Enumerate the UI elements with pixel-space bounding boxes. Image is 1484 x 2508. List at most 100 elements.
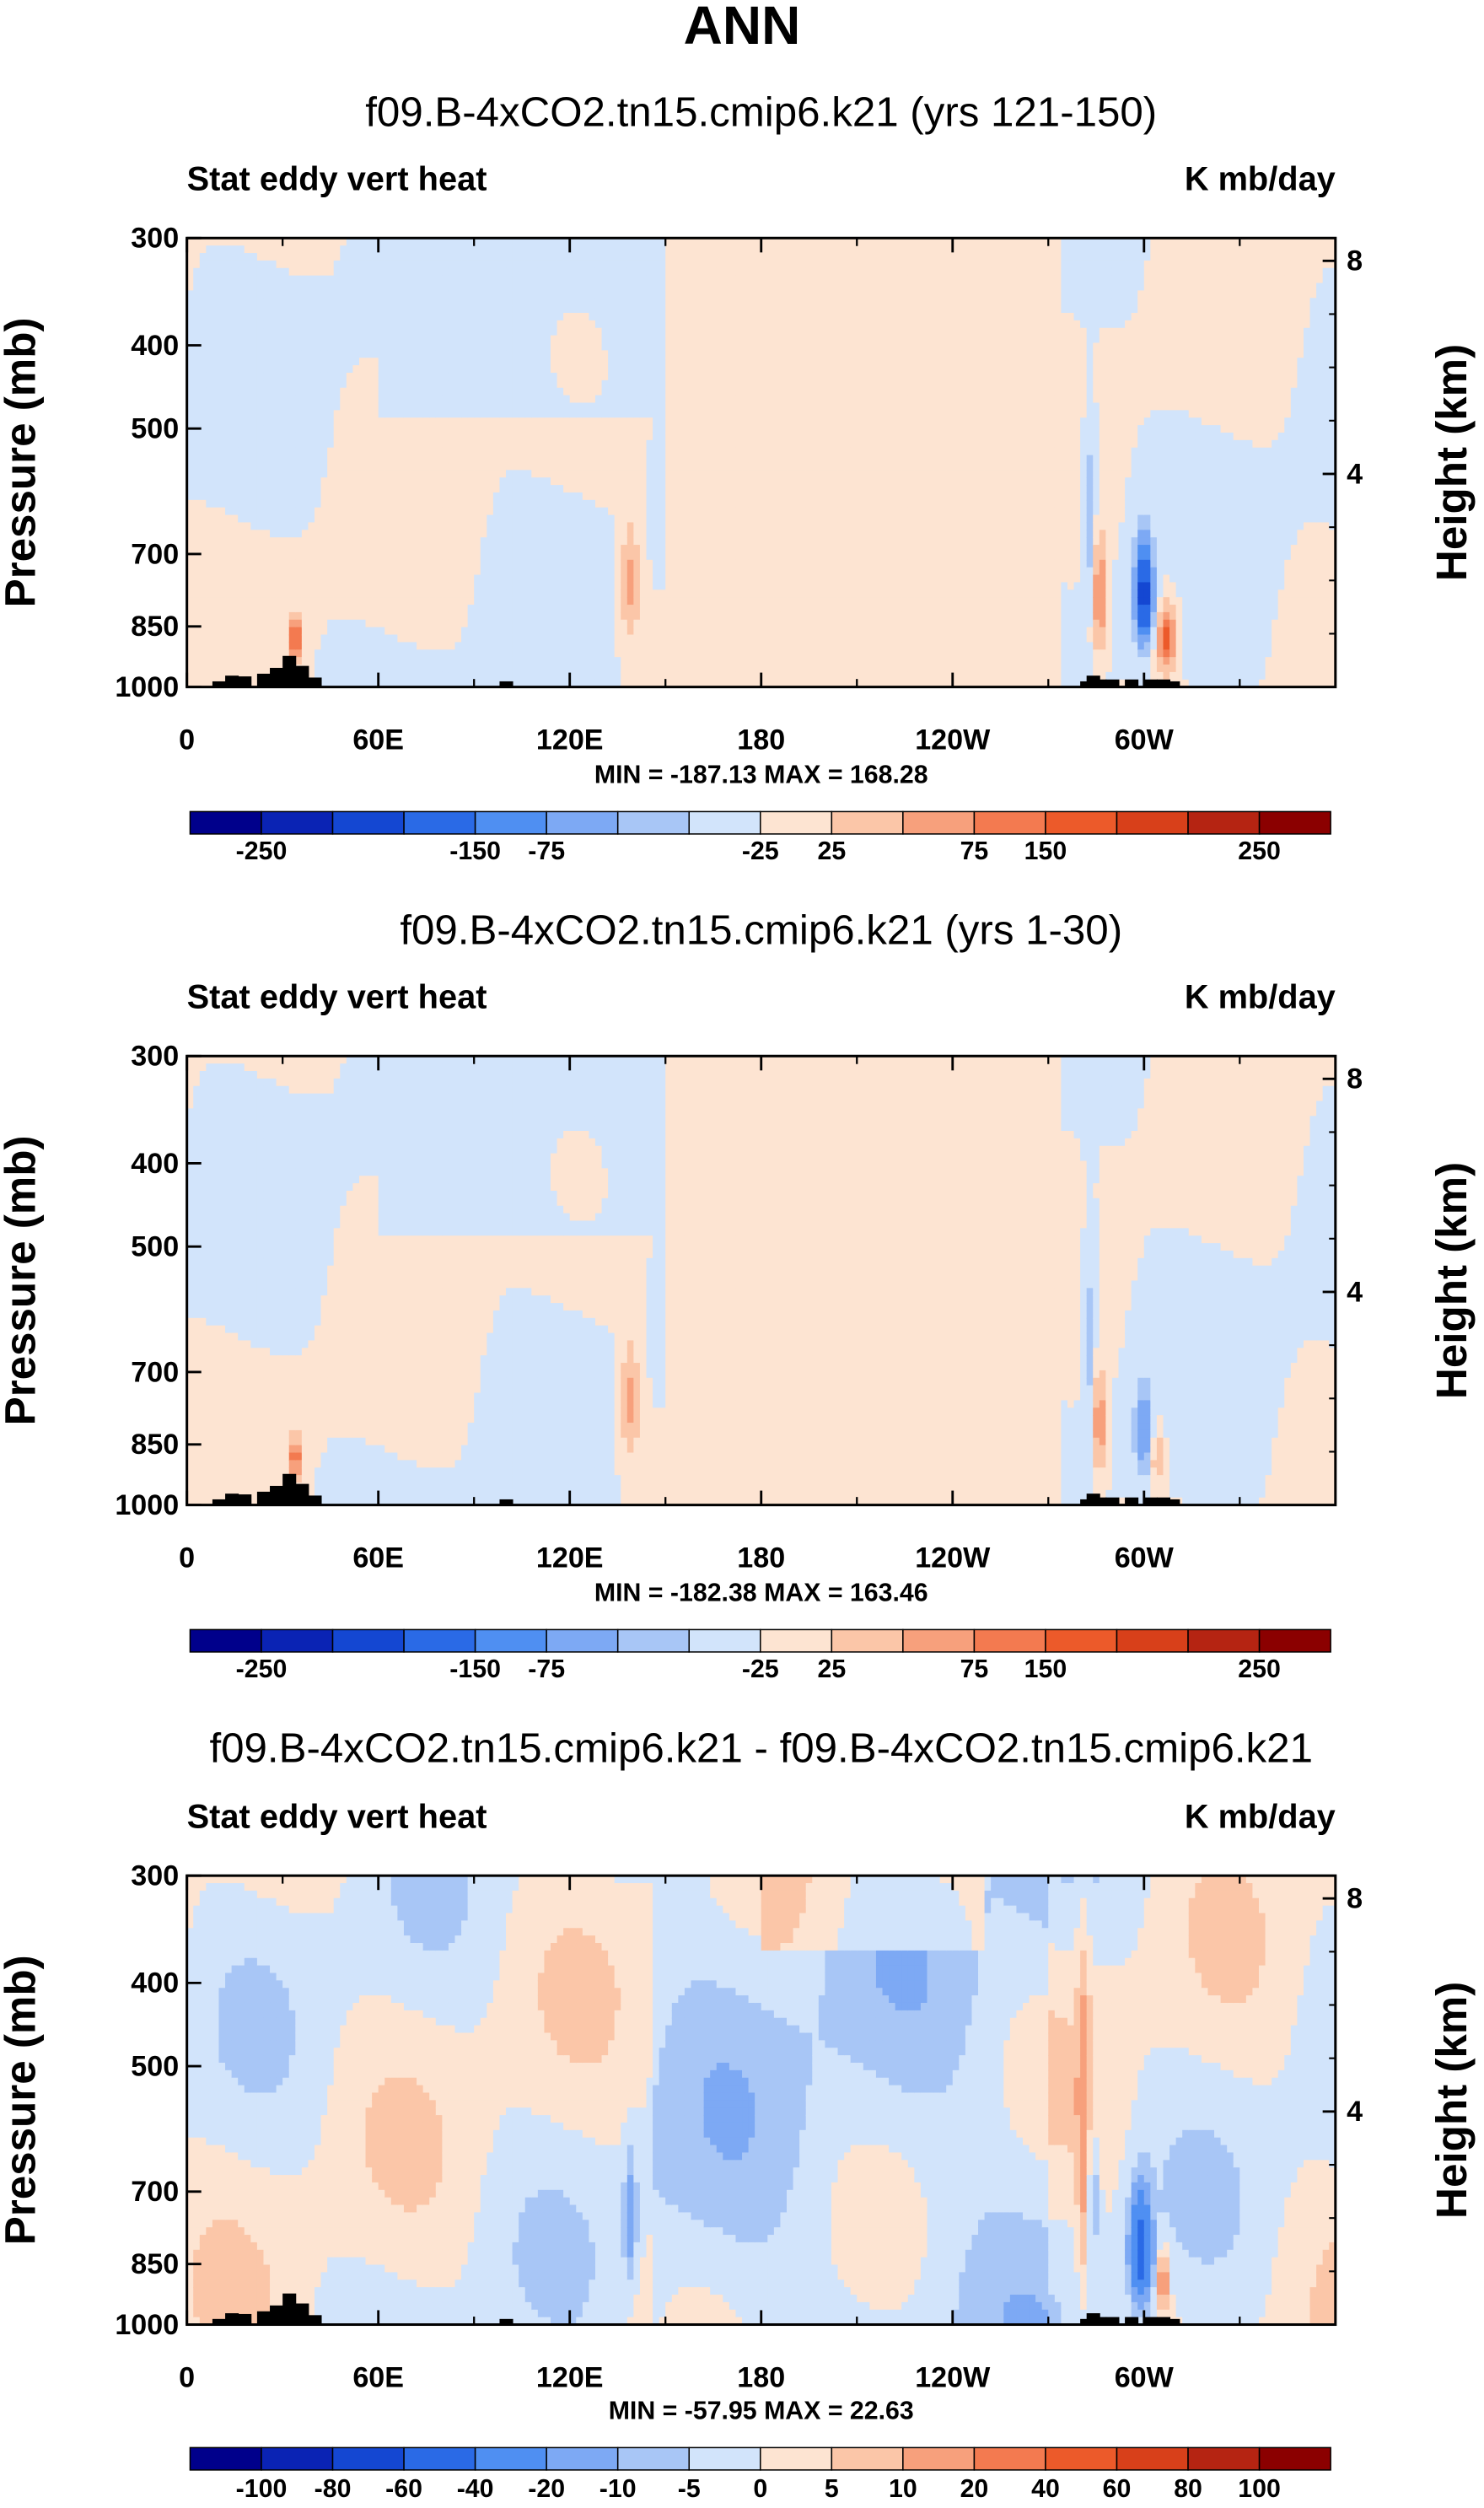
field-cell [697, 320, 705, 329]
field-cell [250, 552, 258, 561]
field-cell [315, 260, 322, 269]
field-cell [372, 665, 379, 673]
field-cell [410, 657, 417, 665]
field-cell [492, 245, 501, 254]
field-cell [442, 530, 449, 538]
field-cell [454, 462, 462, 471]
field-cell [448, 365, 456, 374]
field-cell [327, 327, 335, 336]
field-cell [276, 327, 283, 336]
field-cell [614, 335, 622, 344]
field-cell [531, 559, 539, 568]
field-cell [263, 537, 271, 546]
field-cell [556, 642, 564, 651]
field-cell [691, 582, 698, 591]
field-cell [417, 462, 424, 471]
contour-field [186, 238, 1336, 687]
field-cell [397, 350, 405, 359]
field-cell [646, 559, 653, 568]
field-cell [601, 559, 609, 568]
field-cell [435, 342, 444, 352]
field-cell [358, 597, 367, 605]
field-cell [390, 372, 399, 381]
field-cell [524, 545, 533, 553]
field-cell [665, 425, 673, 433]
field-cell [422, 358, 430, 366]
field-cell [678, 605, 686, 613]
field-cell [544, 671, 551, 681]
field-cell [352, 605, 360, 613]
field-cell [276, 372, 283, 381]
field-cell [256, 642, 265, 651]
field-cell [429, 342, 437, 352]
field-cell [435, 657, 444, 665]
field-cell [448, 313, 456, 321]
field-cell [295, 552, 303, 561]
field-cell [410, 582, 417, 591]
field-cell [365, 589, 373, 598]
field-cell [480, 387, 488, 396]
field-cell [691, 417, 698, 426]
field-cell [199, 358, 207, 366]
field-cell [569, 402, 578, 412]
field-cell [614, 402, 622, 412]
field-cell [340, 365, 347, 374]
field-cell [697, 335, 705, 344]
field-cell [320, 387, 328, 396]
field-cell [659, 597, 666, 605]
field-cell [582, 657, 590, 665]
field-cell [212, 597, 220, 605]
field-cell [448, 238, 456, 246]
field-cell [569, 298, 578, 306]
field-cell [671, 537, 680, 546]
field-cell [519, 665, 526, 673]
field-cell [608, 387, 616, 396]
field-cell [429, 559, 437, 568]
field-cell [544, 260, 551, 269]
field-cell [320, 537, 328, 546]
field-cell [263, 589, 271, 598]
field-cell [315, 671, 322, 681]
field-cell [576, 238, 583, 246]
field-cell [340, 238, 347, 246]
field-cell [244, 379, 252, 389]
field-cell [703, 439, 711, 449]
field-cell [594, 395, 603, 404]
field-cell [410, 387, 417, 396]
field-cell [384, 522, 392, 531]
field-cell [250, 627, 258, 636]
field-cell [301, 597, 309, 605]
field-cell [556, 253, 564, 261]
field-cell [531, 417, 539, 426]
field-cell [512, 298, 519, 306]
field-cell [218, 372, 226, 381]
field-cell [282, 552, 290, 561]
field-cell [563, 305, 571, 314]
field-cell [703, 253, 711, 261]
field-cell [270, 492, 277, 501]
field-cell [442, 432, 449, 441]
field-cell [487, 305, 494, 314]
field-cell [422, 530, 430, 538]
field-cell [238, 350, 245, 359]
field-cell [270, 619, 277, 628]
field-cell [626, 455, 635, 464]
field-cell [710, 350, 718, 359]
field-cell [563, 447, 571, 456]
field-cell [256, 365, 265, 374]
field-cell [390, 425, 399, 433]
field-cell [594, 410, 603, 418]
field-cell [703, 283, 711, 292]
field-cell [576, 455, 583, 464]
field-cell [710, 634, 718, 643]
field-cell [212, 665, 220, 673]
field-cell [697, 514, 705, 524]
field-cell [697, 267, 705, 277]
field-cell [231, 425, 239, 433]
field-cell [346, 611, 354, 621]
field-cell [250, 530, 258, 538]
field-cell [288, 402, 297, 412]
field-cell [429, 358, 437, 366]
field-cell [218, 522, 226, 531]
field-cell [659, 649, 666, 658]
